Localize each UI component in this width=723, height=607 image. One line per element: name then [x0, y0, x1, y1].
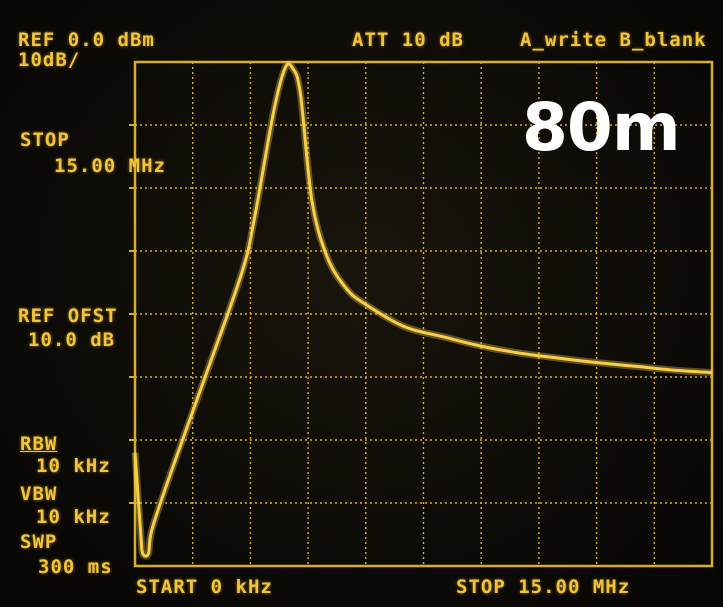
- rbw-value: 10 kHz: [36, 455, 111, 477]
- stop-frequency-readout: STOP 15.00 MHz: [456, 576, 631, 598]
- ref-level-readout: REF 0.0 dBm: [18, 29, 155, 51]
- graticule: [129, 60, 714, 568]
- scale-readout: 10dB/: [18, 49, 81, 71]
- trace-group: [131, 60, 713, 560]
- vbw-label: VBW: [20, 483, 58, 505]
- trace-mode-readout: A_write B_blank: [520, 29, 707, 51]
- stop-value: 15.00 MHz: [54, 155, 166, 177]
- attenuation-readout: ATT 10 dB: [352, 29, 464, 51]
- sweep-label: SWP: [20, 531, 58, 553]
- band-label: 80m: [522, 89, 681, 166]
- rbw-label: RBW: [20, 433, 58, 455]
- ref-offset-label: REF OFST: [18, 305, 118, 327]
- spectrum-trace: [133, 62, 713, 558]
- ref-offset-value: 10.0 dB: [28, 329, 116, 351]
- sweep-value: 300 ms: [38, 556, 113, 578]
- stop-label: STOP: [20, 129, 70, 151]
- start-frequency-readout: START 0 kHz: [136, 576, 273, 598]
- vbw-value: 10 kHz: [36, 506, 111, 528]
